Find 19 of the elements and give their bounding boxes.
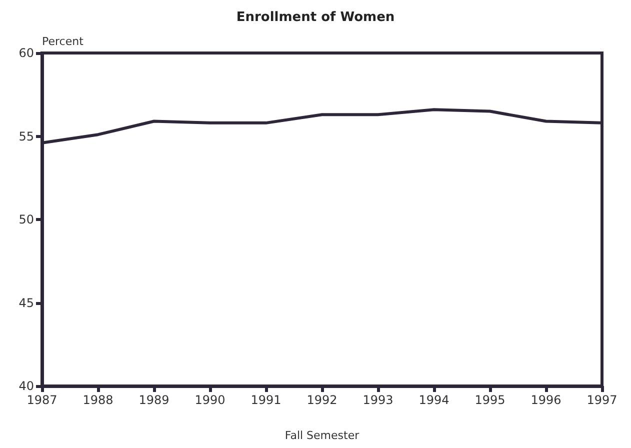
y-tick-label: 50 bbox=[18, 212, 34, 226]
x-tick-label: 1994 bbox=[418, 393, 450, 407]
x-tick-label: 1992 bbox=[306, 393, 338, 407]
chart-title: Enrollment of Women bbox=[236, 10, 395, 25]
x-tick-label: 1990 bbox=[194, 393, 226, 407]
x-axis-title: Fall Semester bbox=[284, 429, 360, 442]
x-tick-label: 1996 bbox=[530, 393, 562, 407]
y-axis-title: Percent bbox=[42, 35, 84, 48]
y-tick-label: 45 bbox=[18, 296, 34, 310]
y-tick-label: 40 bbox=[18, 379, 34, 393]
x-tick-label: 1988 bbox=[82, 393, 114, 407]
x-tick-label: 1989 bbox=[138, 393, 170, 407]
x-tick-label: 1991 bbox=[250, 393, 282, 407]
x-tick-label: 1993 bbox=[362, 393, 394, 407]
x-tick-label: 1987 bbox=[26, 393, 58, 407]
x-tick-label: 1995 bbox=[474, 393, 506, 407]
y-tick-label: 55 bbox=[18, 129, 34, 144]
y-tick-label: 60 bbox=[18, 46, 34, 60]
x-tick-label: 1997 bbox=[586, 393, 618, 407]
